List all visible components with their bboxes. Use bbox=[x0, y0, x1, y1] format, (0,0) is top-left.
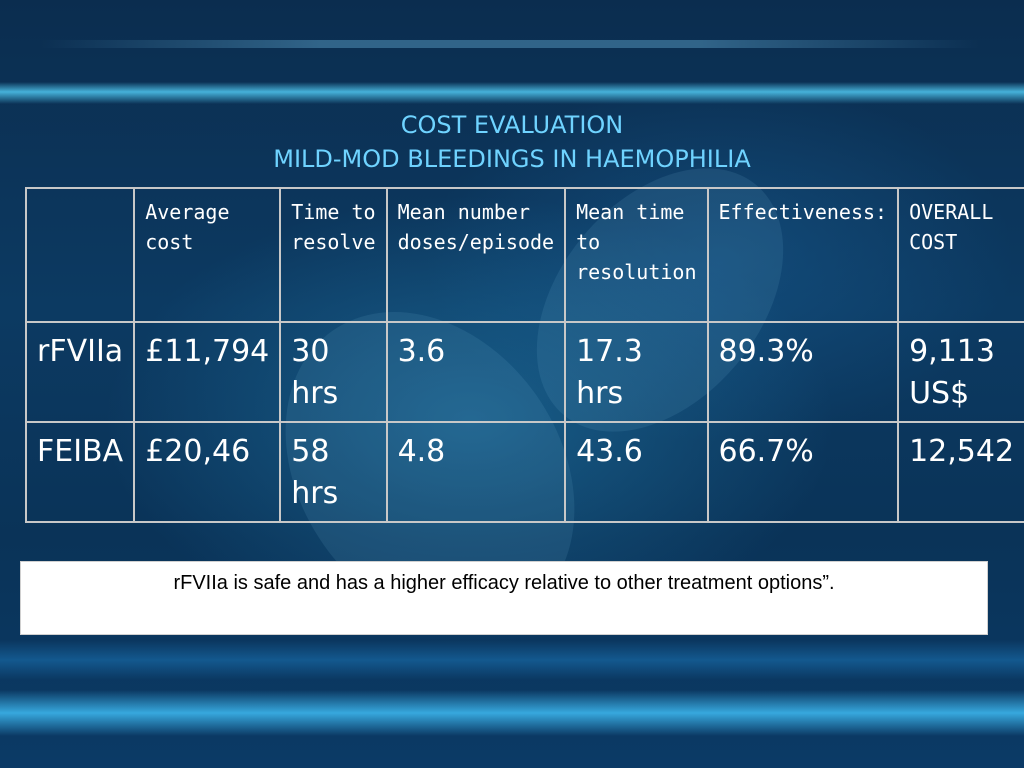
header-cell-empty bbox=[24, 187, 136, 323]
table-cell: 58 hrs bbox=[279, 421, 388, 523]
header-time-to-resolve: Time to resolve bbox=[279, 187, 388, 323]
table-cell: 17.3 hrs bbox=[564, 321, 709, 423]
table-cell: 43.6 bbox=[564, 421, 709, 523]
table-cell: 89.3% bbox=[706, 321, 900, 423]
row-label: rFVIIa bbox=[24, 321, 136, 423]
title-line-2: MILD-MOD BLEEDINGS IN HAEMOPHILIA bbox=[273, 145, 751, 173]
conclusion-text: rFVIIa is safe and has a higher efficacy… bbox=[173, 572, 835, 594]
decorative-band-bottom bbox=[0, 690, 1024, 736]
table-cell: 9,113 US$ bbox=[897, 321, 1024, 423]
table-cell: 66.7% bbox=[706, 421, 900, 523]
row-label: FEIBA bbox=[24, 421, 136, 523]
table-cell: 4.8 bbox=[385, 421, 567, 523]
header-mean-number-doses: Mean number doses/episode bbox=[385, 187, 567, 323]
table-header-row: Average cost Time to resolve Mean number… bbox=[24, 187, 1024, 323]
decorative-band-lower bbox=[0, 640, 1024, 680]
header-effectiveness: Effectiveness: bbox=[706, 187, 900, 323]
table-cell: £20,46 bbox=[133, 421, 282, 523]
cost-evaluation-table: Average cost Time to resolve Mean number… bbox=[24, 187, 1024, 523]
table-row: FEIBA £20,46 58 hrs 4.8 43.6 66.7% 12,54… bbox=[24, 421, 1024, 523]
header-mean-time-to-resolution: Mean time to resolution bbox=[564, 187, 709, 323]
decorative-band-top-line bbox=[40, 40, 980, 48]
header-average-cost: Average cost bbox=[133, 187, 282, 323]
table-cell: £11,794 bbox=[133, 321, 282, 423]
table-cell: 3.6 bbox=[385, 321, 567, 423]
conclusion-box: rFVIIa is safe and has a higher efficacy… bbox=[20, 561, 988, 635]
title-line-1: COST EVALUATION bbox=[400, 111, 624, 139]
slide-title: COST EVALUATION MILD-MOD BLEEDINGS IN HA… bbox=[0, 108, 1024, 176]
table-cell: 12,542 bbox=[897, 421, 1024, 523]
header-overall-cost: OVERALL COST bbox=[897, 187, 1024, 323]
table-cell: 30 hrs bbox=[279, 321, 388, 423]
table-row: rFVIIa £11,794 30 hrs 3.6 17.3 hrs 89.3%… bbox=[24, 321, 1024, 423]
decorative-band-top bbox=[0, 82, 1024, 104]
